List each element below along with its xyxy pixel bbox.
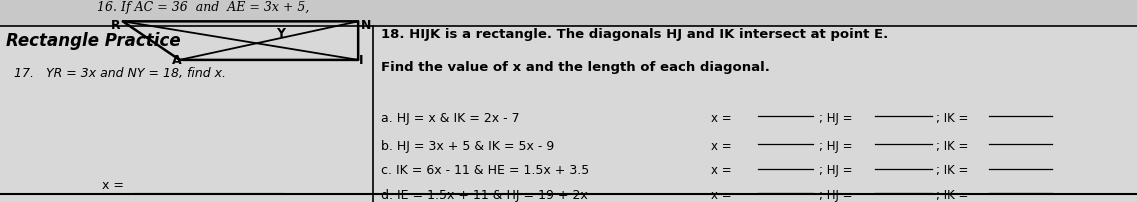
Text: ; IK =: ; IK = <box>936 164 968 177</box>
Text: A: A <box>172 54 182 67</box>
Bar <box>0 0 1137 27</box>
Text: x =: x = <box>711 139 731 152</box>
Text: ; HJ =: ; HJ = <box>819 111 852 124</box>
Text: R: R <box>110 19 121 32</box>
Text: d. IE = 1.5x + 11 & HJ = 19 + 2x: d. IE = 1.5x + 11 & HJ = 19 + 2x <box>381 188 588 201</box>
Text: ; HJ =: ; HJ = <box>819 139 852 152</box>
Text: I: I <box>358 54 363 67</box>
Text: x =: x = <box>711 164 731 177</box>
Text: ; HJ =: ; HJ = <box>819 164 852 177</box>
Text: 17.   YR = 3x and NY = 18, find x.: 17. YR = 3x and NY = 18, find x. <box>14 67 225 80</box>
Text: x =: x = <box>711 188 731 201</box>
Text: 18. HIJK is a rectangle. The diagonals HJ and IK intersect at point E.: 18. HIJK is a rectangle. The diagonals H… <box>381 28 888 41</box>
Text: ; IK =: ; IK = <box>936 139 968 152</box>
Text: Rectangle Practice: Rectangle Practice <box>6 32 181 50</box>
Text: ; HJ =: ; HJ = <box>819 188 852 201</box>
Text: ; IK =: ; IK = <box>936 111 968 124</box>
Text: Y: Y <box>276 27 284 40</box>
Text: x =: x = <box>102 178 124 191</box>
Text: ; IK =: ; IK = <box>936 188 968 201</box>
Text: x =: x = <box>711 111 731 124</box>
Text: 16. If AC = 36  and  AE = 3x + 5,: 16. If AC = 36 and AE = 3x + 5, <box>97 1 309 14</box>
Text: Find the value of x and the length of each diagonal.: Find the value of x and the length of ea… <box>381 61 770 74</box>
Text: a. HJ = x & IK = 2x - 7: a. HJ = x & IK = 2x - 7 <box>381 111 520 124</box>
Text: b. HJ = 3x + 5 & IK = 5x - 9: b. HJ = 3x + 5 & IK = 5x - 9 <box>381 139 554 152</box>
Text: N: N <box>360 19 372 32</box>
Text: c. IK = 6x - 11 & HE = 1.5x + 3.5: c. IK = 6x - 11 & HE = 1.5x + 3.5 <box>381 164 589 177</box>
